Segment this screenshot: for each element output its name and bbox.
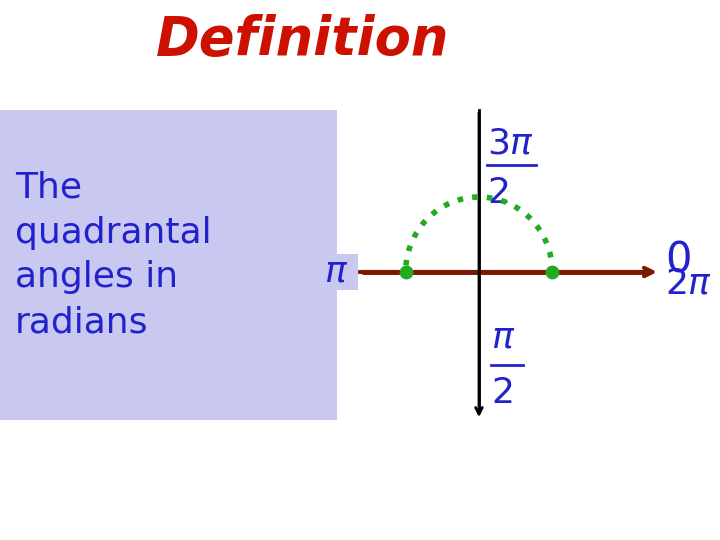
FancyBboxPatch shape [0,110,337,420]
FancyBboxPatch shape [315,254,358,290]
Text: $2$: $2$ [487,176,508,210]
Text: Definition: Definition [156,14,450,66]
Text: $0$: $0$ [665,238,690,280]
Text: $\pi$: $\pi$ [491,321,515,355]
Text: $\pi$: $\pi$ [324,255,348,289]
Text: $2$: $2$ [491,376,512,410]
Text: $3\pi$: $3\pi$ [487,126,534,160]
Text: The
quadrantal
angles in
radians: The quadrantal angles in radians [14,171,211,339]
Text: $2\pi$: $2\pi$ [665,267,712,301]
